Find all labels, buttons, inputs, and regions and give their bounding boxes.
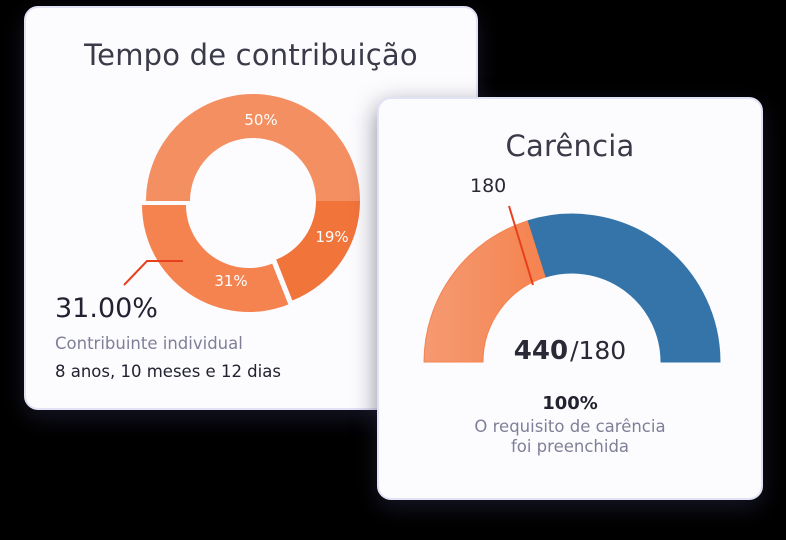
donut-segment-50[interactable] (146, 94, 360, 201)
donut-segment-31[interactable] (141, 205, 289, 313)
highlight-duration: 8 anos, 10 meses e 12 dias (55, 362, 281, 381)
carencia-card-title: Carência (505, 129, 635, 163)
contribution-donut-chart: 50% 19% 31% (123, 94, 360, 313)
tempo-card-title: Tempo de contribuição (84, 38, 418, 72)
gauge-arc-remaining (526, 213, 721, 363)
requirement-percent: 100% (542, 393, 598, 414)
leader-line (123, 260, 183, 286)
gauge-total: /180 (570, 336, 627, 365)
requirement-message-line1: O requisito de carência (474, 417, 666, 436)
gauge-arc-threshold (423, 220, 546, 363)
highlight-category: Contribuinte individual (55, 334, 243, 353)
gauge-value: 440 (513, 336, 569, 366)
donut-label-50: 50% (244, 111, 277, 129)
donut-label-19: 19% (315, 228, 348, 246)
threshold-marker-line (508, 205, 534, 286)
carencia-gauge-chart (423, 205, 721, 363)
threshold-label: 180 (470, 175, 507, 197)
carencia-card: Carência 180 440/180 100% O requisito de… (377, 97, 763, 500)
requirement-message-line2: foi preenchida (510, 437, 630, 456)
donut-label-31: 31% (214, 272, 247, 290)
highlight-percent: 31.00% (55, 293, 158, 324)
requirement-message: O requisito de carência foi preenchida (379, 417, 761, 457)
gauge-value-display: 440/180 (379, 336, 761, 366)
donut-segment-19[interactable] (276, 201, 360, 301)
